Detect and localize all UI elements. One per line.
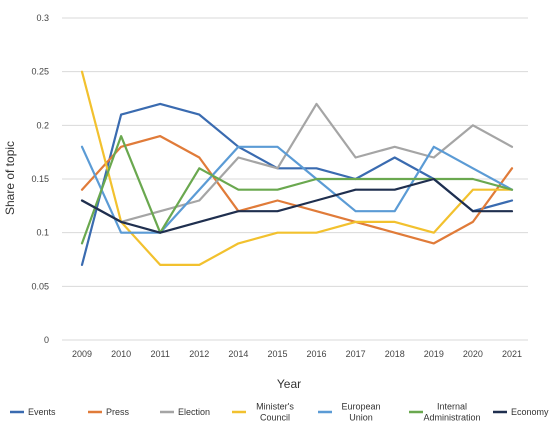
x-tick-label: 2014 [228, 349, 248, 359]
x-tick-label: 2015 [267, 349, 287, 359]
x-tick-label: 2021 [502, 349, 522, 359]
x-tick-label: 2019 [424, 349, 444, 359]
legend-label: Internal [437, 402, 467, 412]
x-tick-label: 2018 [385, 349, 405, 359]
x-tick-label: 2011 [151, 349, 170, 359]
y-tick-label: 0 [44, 335, 49, 345]
legend-item: Events [10, 407, 56, 417]
x-tick-label: 2017 [346, 349, 366, 359]
series-line-minister-s-council [80, 70, 514, 266]
legend-label: Economy [511, 407, 549, 417]
series-line-economy [80, 177, 514, 234]
x-tick-label: 2010 [111, 349, 131, 359]
series-line-internal-administration [80, 135, 514, 245]
legend-label: Union [349, 413, 373, 423]
y-tick-label: 0.1 [36, 228, 49, 238]
x-tick-label: 2012 [189, 349, 209, 359]
legend-label: European [341, 402, 380, 412]
x-axis-title: Year [277, 377, 301, 391]
legend-label: Minister's [256, 402, 294, 412]
y-tick-label: 0.15 [31, 174, 49, 184]
legend-item: Press [88, 407, 130, 417]
y-axis-ticks: 0 0.05 0.1 0.15 0.2 0.25 0.3 [31, 13, 49, 345]
legend-label: Press [106, 407, 130, 417]
series-line-european-union [80, 145, 514, 234]
legend-label: Council [260, 413, 290, 423]
legend-label: Events [28, 407, 56, 417]
y-tick-label: 0.25 [31, 67, 49, 77]
y-tick-label: 0.3 [36, 13, 49, 23]
x-tick-label: 2020 [463, 349, 483, 359]
x-tick-label: 2009 [72, 349, 92, 359]
y-axis-title: Share of topic [3, 141, 17, 215]
series-line-election [80, 102, 514, 223]
y-tick-label: 0.2 [36, 120, 49, 130]
legend-label: Election [178, 407, 210, 417]
x-axis-ticks: 2009 2010 2011 2012 2014 2015 2016 2017 2018 2019… [72, 349, 522, 359]
legend-item: Economy [493, 407, 549, 417]
y-tick-label: 0.05 [31, 281, 49, 291]
x-tick-label: 2016 [307, 349, 327, 359]
series-lines [80, 70, 514, 266]
legend-item: Election [160, 407, 210, 417]
legend-label: Administration [423, 413, 480, 423]
